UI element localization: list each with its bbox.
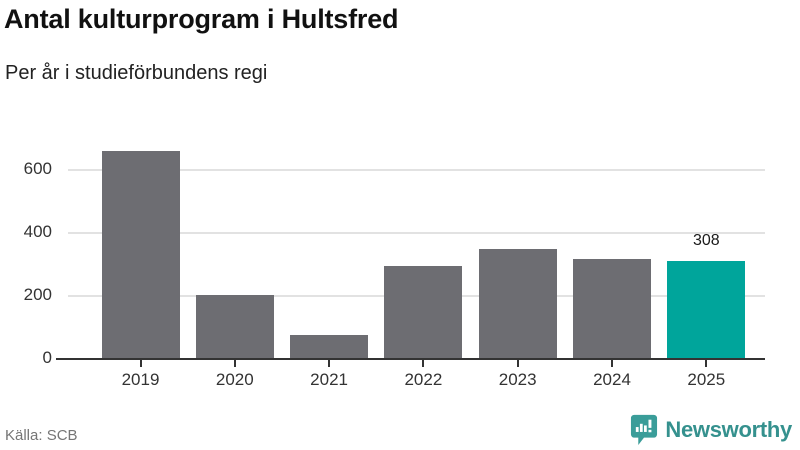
bar-2025	[667, 261, 746, 358]
x-axis-tick-label: 2025	[687, 370, 726, 389]
bar-2022	[384, 266, 463, 358]
x-axis-tick-label: 2020	[215, 370, 254, 389]
x-axis-tick-label: 2023	[498, 370, 537, 389]
newsworthy-wordmark: Newsworthy	[665, 416, 792, 442]
x-axis-tick	[139, 360, 142, 367]
x-axis-tick	[611, 360, 613, 367]
x-axis-tick-label: 2022	[404, 370, 443, 389]
source-label: Källa: SCB	[5, 427, 78, 444]
x-axis-tick	[516, 360, 519, 367]
plot-area: 0 200 400 600 2019 2020 2021 2022 2023 2024 2025 30…	[24, 139, 765, 389]
x-axis-tick	[422, 360, 425, 367]
x-axis-line	[56, 358, 765, 360]
value-label-2025: 308	[692, 232, 720, 250]
bar-2023	[478, 249, 557, 358]
gridline-y-400	[68, 232, 765, 235]
bar-2024	[573, 258, 651, 358]
bar-2019	[101, 150, 180, 358]
bar-2020	[195, 295, 274, 358]
x-axis-tick	[233, 360, 236, 367]
x-axis-tick	[705, 360, 708, 367]
y-axis-tick-label: 600	[23, 159, 52, 179]
y-axis-tick-label: 200	[23, 285, 52, 305]
newsworthy-logo[interactable]: Newsworthy	[630, 414, 792, 445]
gridline-y-600	[68, 169, 765, 172]
x-axis-tick-label: 2024	[593, 370, 631, 389]
bar-2021	[290, 335, 369, 358]
x-axis-tick-label: 2019	[121, 370, 160, 389]
x-axis-tick-label: 2021	[310, 370, 348, 389]
y-axis-tick-label: 400	[23, 222, 52, 242]
chart-subtitle: Per år i studieförbundens regi	[5, 62, 268, 84]
chart-title: Antal kulturprogram i Hultsfred	[4, 4, 399, 34]
newsworthy-speech-bubble-barchart-icon	[630, 414, 658, 445]
y-axis-tick-label: 0	[42, 348, 52, 367]
x-axis-tick	[328, 360, 331, 367]
